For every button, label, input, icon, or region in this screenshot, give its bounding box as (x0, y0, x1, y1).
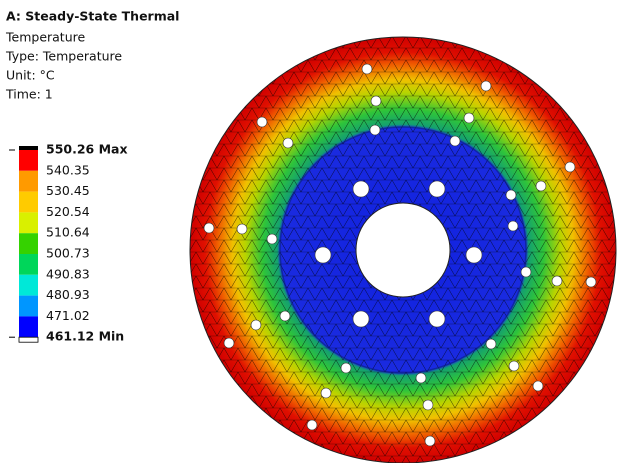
legend-label: 540.35 (46, 162, 90, 177)
vent-hole (480, 80, 492, 92)
vent-hole (282, 137, 294, 149)
vent-hole (505, 189, 517, 201)
vent-hole (532, 380, 544, 392)
bolt-hole (352, 310, 370, 328)
legend-swatch (19, 170, 38, 192)
legend-label: 500.73 (46, 246, 90, 261)
header-line: Type: Temperature (5, 49, 122, 64)
header-line: Unit: °C (6, 68, 55, 83)
legend-label: 461.12 Min (46, 329, 124, 344)
vent-hole (203, 222, 215, 234)
vent-hole (415, 372, 427, 384)
vent-hole (361, 63, 373, 75)
vent-hole (507, 220, 519, 232)
result-title: A: Steady-State Thermal (6, 9, 179, 24)
vent-hole (236, 223, 248, 235)
vent-hole (424, 435, 436, 447)
vent-hole (370, 95, 382, 107)
legend-label: 530.45 (46, 183, 90, 198)
vent-hole (463, 112, 475, 124)
header-line: Time: 1 (5, 87, 53, 102)
legend-label: 480.93 (46, 287, 90, 302)
min-band (18, 336, 39, 343)
bolt-hole (314, 246, 332, 264)
legend-label: 520.54 (46, 204, 90, 219)
legend: 550.26 Max 540.35 530.45 520.54 510.64 500.73… (9, 142, 128, 344)
vent-hole (223, 337, 235, 349)
bolt-hole (428, 310, 446, 328)
legend-label: 490.83 (46, 266, 90, 281)
vent-hole (340, 362, 352, 374)
vent-hole (508, 360, 520, 372)
legend-swatch (19, 191, 38, 213)
legend-swatch (19, 274, 38, 296)
header-line: Temperature (5, 30, 85, 45)
vent-hole (266, 233, 278, 245)
legend-label: 550.26 Max (46, 142, 128, 157)
vent-hole (279, 310, 291, 322)
bolt-hole (428, 180, 446, 198)
vent-hole (485, 338, 497, 350)
legend-label: 510.64 (46, 225, 90, 240)
vent-hole (520, 266, 532, 278)
vent-hole (585, 276, 597, 288)
legend-swatch (19, 150, 38, 171)
max-band (19, 146, 38, 150)
vent-hole (564, 161, 576, 173)
vent-hole (256, 116, 268, 128)
vent-hole (306, 419, 318, 431)
disc-model (189, 36, 617, 463)
vent-hole (422, 399, 434, 411)
bolt-hole (352, 180, 370, 198)
legend-swatch (19, 212, 38, 234)
vent-hole (320, 387, 332, 399)
vent-hole (250, 319, 262, 331)
bolt-hole (465, 246, 483, 264)
vent-hole (535, 180, 547, 192)
legend-swatch (19, 254, 38, 275)
vent-hole (369, 124, 381, 136)
legend-label: 471.02 (46, 308, 90, 323)
vent-hole (449, 135, 461, 147)
vent-hole (551, 275, 563, 287)
legend-swatch (19, 295, 38, 317)
legend-swatch (19, 233, 38, 254)
legend-swatch (19, 316, 38, 338)
